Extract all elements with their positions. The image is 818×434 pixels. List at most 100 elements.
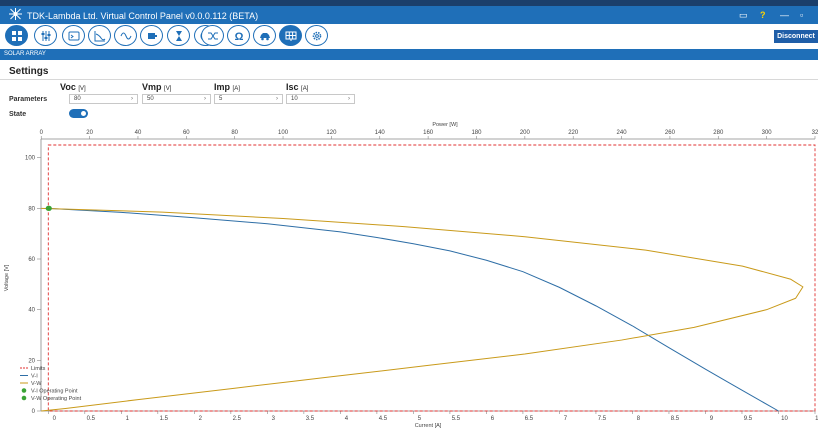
timer-button[interactable] <box>167 25 190 46</box>
x-tick-label: 2 <box>199 416 203 422</box>
title-bar: TDK-Lambda Ltd. Virtual Control Panel v0… <box>0 0 818 24</box>
x2-tick-label: 140 <box>375 130 386 136</box>
x-tick-label: 4.5 <box>379 416 388 422</box>
y-tick-label: 80 <box>28 206 35 212</box>
help-button[interactable]: ? <box>760 10 766 20</box>
x-tick-label: 10 <box>781 416 788 422</box>
y-axis-title: Voltage [V] <box>4 264 10 291</box>
vw-curve <box>41 207 804 412</box>
car-button[interactable] <box>253 25 276 46</box>
graph-button[interactable] <box>88 25 111 46</box>
imp-stepper-icon[interactable]: › <box>276 96 278 102</box>
omega-icon: Ω <box>234 31 243 42</box>
isc-stepper-icon[interactable]: › <box>348 96 350 102</box>
x2-tick-label: 80 <box>231 130 238 136</box>
y-tick-label: 0 <box>32 409 36 415</box>
x2-tick-label: 240 <box>617 130 628 136</box>
toggle-knob <box>81 111 86 116</box>
settings-title: Settings <box>9 66 49 77</box>
voc-label: Voc <box>60 82 76 92</box>
x2-tick-label: 300 <box>762 130 773 136</box>
tdk-logo-icon <box>9 8 22 20</box>
imp-header: Imp [A] <box>214 82 240 92</box>
state-toggle[interactable] <box>69 109 88 118</box>
x2-tick-label: 20 <box>86 130 93 136</box>
y-tick-label: 60 <box>28 257 35 263</box>
window-top-border <box>0 0 818 6</box>
x-tick-label: 4 <box>345 416 349 422</box>
x-tick-label: 7.5 <box>598 416 607 422</box>
shuffle-icon <box>207 32 218 39</box>
voc-stepper-icon[interactable]: › <box>131 96 133 102</box>
x-tick-label: 8 <box>637 416 641 422</box>
y-tick-label: 20 <box>28 358 35 364</box>
legend-label: V-W Operating Point <box>31 396 82 402</box>
x-tick-label: 3.5 <box>306 416 315 422</box>
terminal-button[interactable] <box>62 25 85 46</box>
x-axis-title: Current [A] <box>415 423 442 429</box>
x-tick-label: 8.5 <box>671 416 680 422</box>
imp-unit: [A] <box>232 86 240 92</box>
restore-button[interactable]: ▫ <box>800 10 804 20</box>
settings-button[interactable] <box>305 25 328 46</box>
imp-value: 5 <box>219 96 223 102</box>
isc-input[interactable]: 10 › <box>286 94 355 104</box>
solar-array-button[interactable] <box>279 25 302 46</box>
x2-tick-label: 60 <box>183 130 190 136</box>
x2-tick-label: 32 <box>812 130 818 136</box>
vmp-input[interactable]: 50 › <box>142 94 211 104</box>
vmp-label: Vmp <box>142 82 162 92</box>
vw-operating-point <box>46 205 52 211</box>
monitor-icon[interactable]: ▭ <box>739 10 748 20</box>
toolbar: Ω Disconnect <box>0 24 818 49</box>
resistance-button[interactable]: Ω <box>227 25 250 46</box>
disconnect-button[interactable]: Disconnect <box>774 30 818 43</box>
x2-tick-label: 0 <box>40 130 44 136</box>
x2-tick-label: 220 <box>568 130 579 136</box>
x-tick-label: 0 <box>53 416 57 422</box>
sliders-icon <box>41 30 50 41</box>
vmp-value: 50 <box>147 96 154 102</box>
voc-header: Voc [V] <box>60 82 86 92</box>
x-tick-label: 6.5 <box>525 416 534 422</box>
settings-divider <box>0 79 818 80</box>
voc-value: 80 <box>74 96 81 102</box>
y-tick-label: 40 <box>28 308 35 314</box>
x2-tick-label: 120 <box>326 130 337 136</box>
sliders-button[interactable] <box>34 25 57 46</box>
legend-label: V-W <box>31 381 42 387</box>
x2-tick-label: 100 <box>278 130 289 136</box>
section-header: SOLAR ARRAY <box>0 49 818 60</box>
hourglass-icon <box>175 30 182 41</box>
y-tick-label: 100 <box>25 156 36 162</box>
state-label: State <box>9 111 27 118</box>
window-title: TDK-Lambda Ltd. Virtual Control Panel v0… <box>27 11 259 21</box>
imp-label: Imp <box>214 82 231 92</box>
vmp-stepper-icon[interactable]: › <box>204 96 206 102</box>
imp-input[interactable]: 5 › <box>214 94 283 104</box>
minimize-button[interactable]: — <box>780 10 789 20</box>
x2-tick-label: 200 <box>520 130 531 136</box>
terminal-icon <box>68 31 79 40</box>
gear-icon <box>312 31 321 40</box>
car-icon <box>259 32 270 40</box>
x-tick-label: 10.5 <box>815 416 818 422</box>
shuffle-button[interactable] <box>201 25 224 46</box>
isc-unit: [A] <box>301 86 309 92</box>
x2-tick-label: 280 <box>713 130 724 136</box>
x-tick-label: 5.5 <box>452 416 461 422</box>
x-tick-label: 2.5 <box>233 416 242 422</box>
dashboard-button[interactable] <box>5 25 28 46</box>
voc-input[interactable]: 80 › <box>69 94 138 104</box>
svg-text:Ω: Ω <box>234 31 243 42</box>
voc-unit: [V] <box>78 86 86 92</box>
legend-point-swatch <box>21 388 27 393</box>
graph-icon <box>94 30 105 41</box>
battery-button[interactable] <box>140 25 163 46</box>
legend-point-swatch <box>21 395 27 401</box>
legend-label: V-I Operating Point <box>31 389 78 395</box>
solar-panel-icon <box>285 31 296 41</box>
legend-label: Limits <box>31 366 46 372</box>
x-tick-label: 0.5 <box>87 416 96 422</box>
waveform-button[interactable] <box>114 25 137 46</box>
